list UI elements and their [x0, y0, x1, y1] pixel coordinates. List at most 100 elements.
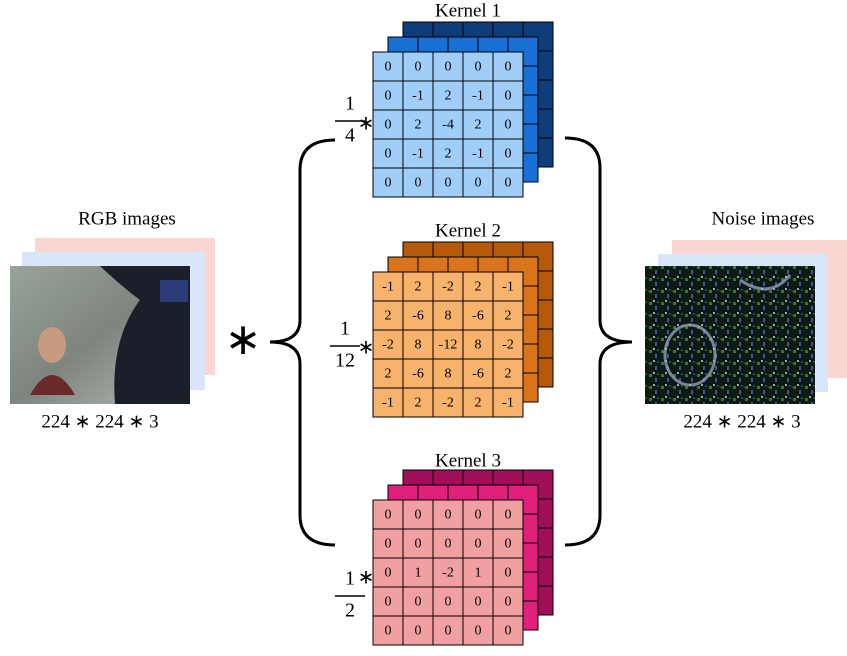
kernel-value: 0	[385, 595, 392, 610]
kernel-value: 0	[385, 89, 392, 104]
kernel-cell	[492, 528, 524, 559]
kernel-value: 0	[505, 595, 512, 610]
kernel-value: 2	[505, 367, 512, 382]
kernel-value: 8	[445, 309, 452, 324]
kernel-value: -2	[442, 566, 454, 581]
kernel-value: 1	[475, 566, 482, 581]
input-photo	[10, 266, 190, 404]
kernel-title: Kernel 2	[435, 220, 501, 241]
output-label: Noise images	[712, 208, 815, 229]
kernel-cell	[402, 387, 434, 418]
kernel-value: 0	[445, 537, 452, 552]
kernel-cell	[402, 557, 434, 588]
kernel-value: -1	[412, 89, 424, 104]
kernel-value: 0	[475, 595, 482, 610]
kernel-value: 0	[475, 537, 482, 552]
kernel-cell	[492, 358, 524, 389]
kernel-cell	[492, 51, 524, 82]
kernel-cell	[402, 51, 434, 82]
kernel-value: -1	[472, 89, 484, 104]
kernel-cell	[372, 80, 404, 111]
kernel-cell	[372, 499, 404, 530]
kernel-value: 0	[475, 176, 482, 191]
kernel-cell	[492, 586, 524, 617]
kernel-cell	[492, 167, 524, 198]
multiply-sign: ∗	[358, 113, 375, 135]
kernel-value: 1	[415, 566, 422, 581]
kernel-cell	[432, 167, 464, 198]
kernel-cell	[492, 615, 524, 646]
kernel-cell	[372, 528, 404, 559]
kernel-cell	[492, 499, 524, 530]
kernel-value: 0	[505, 624, 512, 639]
kernel-value: 0	[415, 595, 422, 610]
kernel-value: -4	[442, 118, 454, 133]
kernel-cell	[432, 586, 464, 617]
kernel-cell	[432, 51, 464, 82]
kernel-cell	[402, 138, 434, 169]
kernel-cell	[462, 329, 494, 360]
kernel-value: -1	[502, 396, 514, 411]
kernel-cell	[492, 80, 524, 111]
kernel-value: -6	[412, 367, 424, 382]
kernel-cell	[372, 109, 404, 140]
kernel-cell	[432, 499, 464, 530]
kernel-value: 0	[445, 595, 452, 610]
kernel-value: 8	[415, 338, 422, 353]
kernel-value: -1	[502, 280, 514, 295]
fraction-numerator: 1	[345, 93, 355, 115]
kernel-value: -6	[472, 367, 484, 382]
kernel-value: 8	[445, 367, 452, 382]
kernel-value: 2	[385, 367, 392, 382]
multiply-sign: ∗	[358, 567, 375, 589]
kernel-value: 2	[415, 396, 422, 411]
kernel-value: -1	[412, 147, 424, 162]
kernel-value: 0	[415, 537, 422, 552]
output-size: 224 ∗ 224 ∗ 3	[683, 411, 800, 432]
fraction-denominator: 12	[335, 350, 355, 372]
kernel-value: 0	[475, 508, 482, 523]
kernel-value: 8	[475, 338, 482, 353]
multiply-sign: ∗	[358, 337, 375, 359]
kernel-cell	[372, 51, 404, 82]
kernel-cell	[432, 557, 464, 588]
kernel-value: -1	[382, 280, 394, 295]
noise-image	[645, 266, 815, 404]
kernel-title: Kernel 1	[435, 0, 501, 21]
kernel-value: -2	[502, 338, 514, 353]
kernel-cell	[492, 557, 524, 588]
kernel-value: 0	[475, 60, 482, 75]
kernel-value: 0	[385, 147, 392, 162]
kernel-value: 2	[475, 396, 482, 411]
kernel-cell	[402, 80, 434, 111]
kernel-value: -1	[472, 147, 484, 162]
kernel-value: 0	[445, 508, 452, 523]
kernel-cell	[432, 300, 464, 331]
kernel-cell	[462, 80, 494, 111]
kernel-value: 0	[505, 537, 512, 552]
kernel-value: 0	[445, 624, 452, 639]
kernel-cell	[372, 167, 404, 198]
input-size: 224 ∗ 224 ∗ 3	[41, 411, 158, 432]
kernel-value: 0	[415, 508, 422, 523]
kernel-value: 0	[445, 60, 452, 75]
kernel-cell	[432, 528, 464, 559]
kernel-title: Kernel 3	[435, 450, 501, 471]
kernel-cell	[462, 109, 494, 140]
kernel-value: 0	[505, 508, 512, 523]
kernel-cell	[492, 109, 524, 140]
kernel-cell	[402, 528, 434, 559]
kernel-cell	[492, 329, 524, 360]
convolution-operator: ∗	[225, 315, 262, 364]
kernel-cell	[432, 615, 464, 646]
kernel-value: 2	[445, 147, 452, 162]
kernel-value: 0	[415, 624, 422, 639]
fraction-numerator: 1	[345, 568, 355, 590]
kernel-value: 0	[505, 147, 512, 162]
kernel-value: 2	[475, 280, 482, 295]
kernel-cell	[492, 300, 524, 331]
kernel-cell	[402, 615, 434, 646]
kernel-value: 2	[415, 118, 422, 133]
kernel-value: -2	[442, 396, 454, 411]
